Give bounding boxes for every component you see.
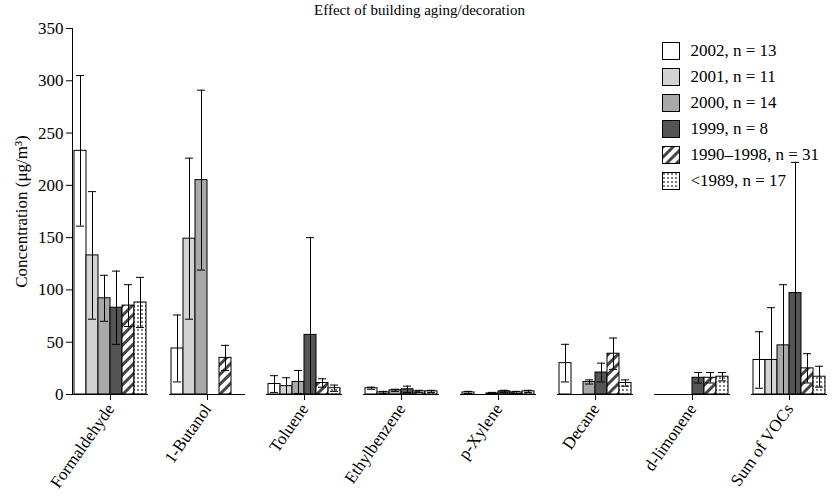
svg-text:300: 300 xyxy=(38,71,64,90)
svg-text:350: 350 xyxy=(38,20,64,38)
svg-text:Concentration (μg/m³): Concentration (μg/m³) xyxy=(12,135,31,288)
svg-text:p-Xylene: p-Xylene xyxy=(454,400,506,463)
svg-text:Decane: Decane xyxy=(558,400,603,453)
html-text:1999, n = 8: 1999, n = 8 xyxy=(690,119,768,138)
html-text:Effect of building aging/decor: Effect of building aging/decoration xyxy=(314,2,525,18)
html-text:2001, n = 11: 2001, n = 11 xyxy=(690,67,776,86)
svg-text:0: 0 xyxy=(55,385,64,404)
html-text:2002, n = 13: 2002, n = 13 xyxy=(690,41,777,60)
svg-text:1-Butanol: 1-Butanol xyxy=(161,400,216,467)
html-text:1990–1998, n = 31: 1990–1998, n = 31 xyxy=(690,145,819,164)
svg-text:d-limonene: d-limonene xyxy=(640,400,700,474)
svg-text:150: 150 xyxy=(38,228,64,247)
svg-text:Sum of VOCs: Sum of VOCs xyxy=(727,400,798,490)
svg-text:Ethylbenzene: Ethylbenzene xyxy=(341,400,410,487)
html-text:<1989, n = 17: <1989, n = 17 xyxy=(690,171,787,190)
svg-text:200: 200 xyxy=(38,176,64,195)
svg-text:100: 100 xyxy=(38,280,64,299)
svg-text:Toluene: Toluene xyxy=(265,400,312,456)
svg-text:Formaldehyde: Formaldehyde xyxy=(46,400,118,491)
svg-text:50: 50 xyxy=(47,333,64,352)
svg-text:250: 250 xyxy=(38,124,64,143)
html-text:2000, n = 14: 2000, n = 14 xyxy=(690,93,777,112)
